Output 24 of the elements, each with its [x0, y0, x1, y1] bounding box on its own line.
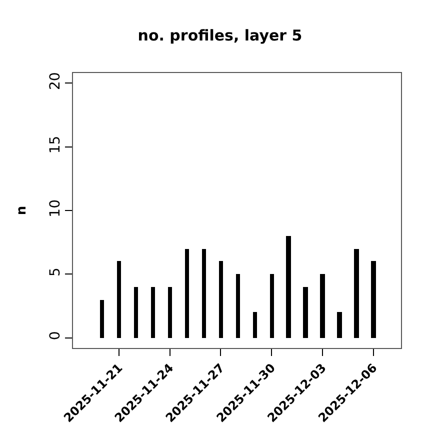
bar — [253, 312, 257, 338]
bar — [354, 249, 359, 338]
y-tick-label: 10 — [47, 199, 64, 218]
bar — [270, 274, 274, 338]
y-tick-label: 20 — [47, 72, 64, 90]
bar — [286, 236, 291, 338]
y-tick-label: 5 — [47, 268, 64, 277]
bar — [236, 274, 240, 338]
bar — [219, 261, 223, 338]
chart-title: no. profiles, layer 5 — [138, 26, 302, 44]
bar — [303, 287, 308, 338]
bar — [320, 274, 325, 338]
y-tick-label: 0 — [47, 331, 64, 340]
bar — [151, 287, 155, 338]
bar — [100, 300, 104, 338]
bar — [134, 287, 138, 338]
bar — [117, 261, 121, 338]
bar — [168, 287, 172, 338]
bar — [337, 312, 342, 338]
y-axis-title: n — [14, 206, 30, 216]
y-tick-label: 15 — [47, 136, 64, 154]
bar — [371, 261, 376, 338]
bar — [185, 249, 189, 338]
bar — [202, 249, 206, 338]
